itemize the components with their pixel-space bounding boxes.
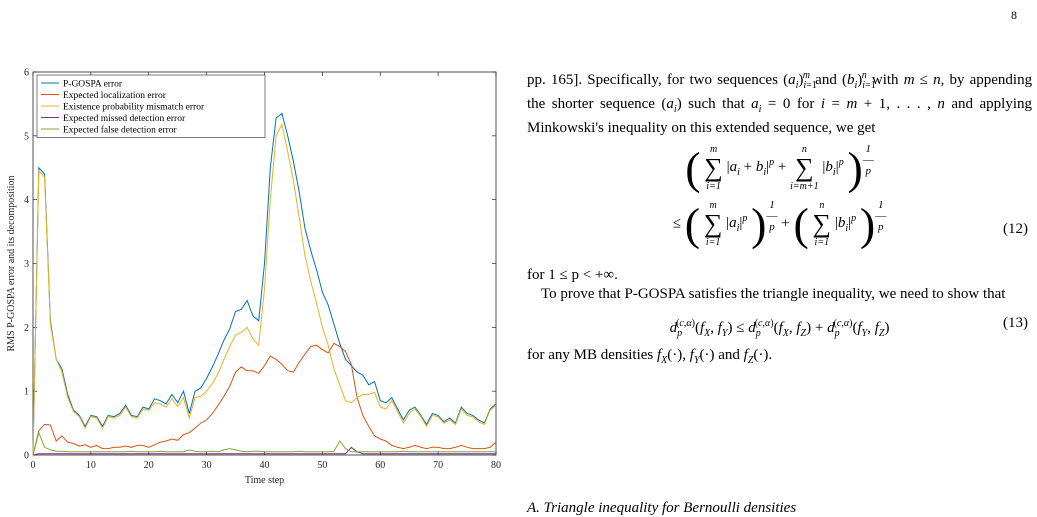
text-span: with (871, 72, 899, 88)
y-axis-label: RMS P-GOSPA error and its decomposition (6, 175, 17, 351)
y-tick-label: 4 (24, 195, 29, 206)
legend-entry: Existence probability mismatch error (63, 103, 205, 113)
series-line-3 (32, 122, 497, 456)
legend-box (36, 74, 266, 138)
y-tick-label: 3 (24, 259, 29, 270)
y-tick-label: 2 (24, 323, 29, 334)
y-tick-label: 1 (24, 387, 29, 398)
text-span: and applying Minkowski's inequality on t… (527, 96, 1033, 136)
math-inline: (ai)i=1m (783, 70, 817, 91)
x-tick-label: 0 (31, 460, 36, 471)
equation-12-line1: ( m ∑ i=1 |ai + bi|p + n ∑ i=m+1 |bi|p ) 1— p (685, 142, 874, 194)
legend-entry: Expected false detection error (63, 125, 178, 136)
x-tick-label: 30 (202, 460, 212, 471)
legend-entry: Expected localization error (63, 91, 167, 101)
math-inline: ai = 0 (751, 96, 791, 115)
x-tick-label: 70 (433, 460, 443, 471)
math-inline: m ≤ n (903, 72, 941, 88)
text-span: pp. 165]. Specifically, for two sequence… (527, 72, 778, 88)
text-span: , by appending the shorter sequence (527, 72, 1033, 112)
text-column: pp. 165]. Specifically, for two sequence… (527, 66, 1032, 370)
section-heading: A. Triangle inequality for Bernoulli den… (527, 500, 797, 516)
math-inline: (bi)i=1n (842, 70, 876, 91)
text-span: for any MB densities (527, 347, 654, 363)
y-tick-label: 0 (24, 451, 29, 462)
paragraph-densities: for any MB densities fX(·), fY(·) and fZ… (527, 347, 773, 366)
paragraph-minkowski: pp. 165]. Specifically, for two sequence… (527, 66, 1032, 138)
math-inline: (ai) (661, 96, 682, 115)
text-span: such that (688, 96, 745, 112)
rms-error-chart: 0 10 20 30 40 50 60 70 80 0 1 2 3 4 5 6 Time step RMS P-G… (6, 68, 501, 487)
x-tick-label: 10 (86, 460, 96, 471)
math-inline: i = m + 1, . . . , n (820, 96, 945, 112)
equation-number-13: (13) (1003, 315, 1028, 331)
x-tick-label: 50 (317, 460, 327, 471)
equation-12-line2: ≤ ( m ∑ i=1 |ai|p ) 1— p + ( n ∑ i=1 |bi|p ) 1—… (672, 198, 1028, 250)
x-tick-label: 20 (144, 460, 154, 471)
x-axis-label: Time step (245, 475, 284, 486)
series-line-4 (32, 446, 496, 456)
equation-13: dp(c,α)(fX, fY) ≤ dp(c,α)(fX, fZ) + dp(c… (669, 315, 1028, 339)
text-span: for (796, 96, 815, 112)
paragraph-triangle: To prove that P-GOSPA satisfies the tria… (541, 286, 1006, 302)
x-tick-label: 60 (375, 460, 385, 471)
text-span: and (815, 72, 837, 88)
series-line-5 (32, 431, 496, 456)
legend-entry: P-GOSPA error (63, 80, 123, 90)
equation-number-12: (12) (1003, 221, 1028, 237)
legend-entry: Expected missed detection error (63, 114, 186, 124)
y-tick-label: 5 (24, 131, 29, 142)
x-tick-label: 80 (491, 460, 501, 471)
series-line-1 (32, 112, 497, 456)
series-line-2 (32, 342, 497, 456)
x-tick-label: 40 (260, 460, 270, 471)
y-tick-label: 6 (24, 68, 29, 79)
page-number: 8 (1011, 8, 1017, 22)
paragraph-range: for 1 ≤ p < +∞. (527, 267, 618, 283)
